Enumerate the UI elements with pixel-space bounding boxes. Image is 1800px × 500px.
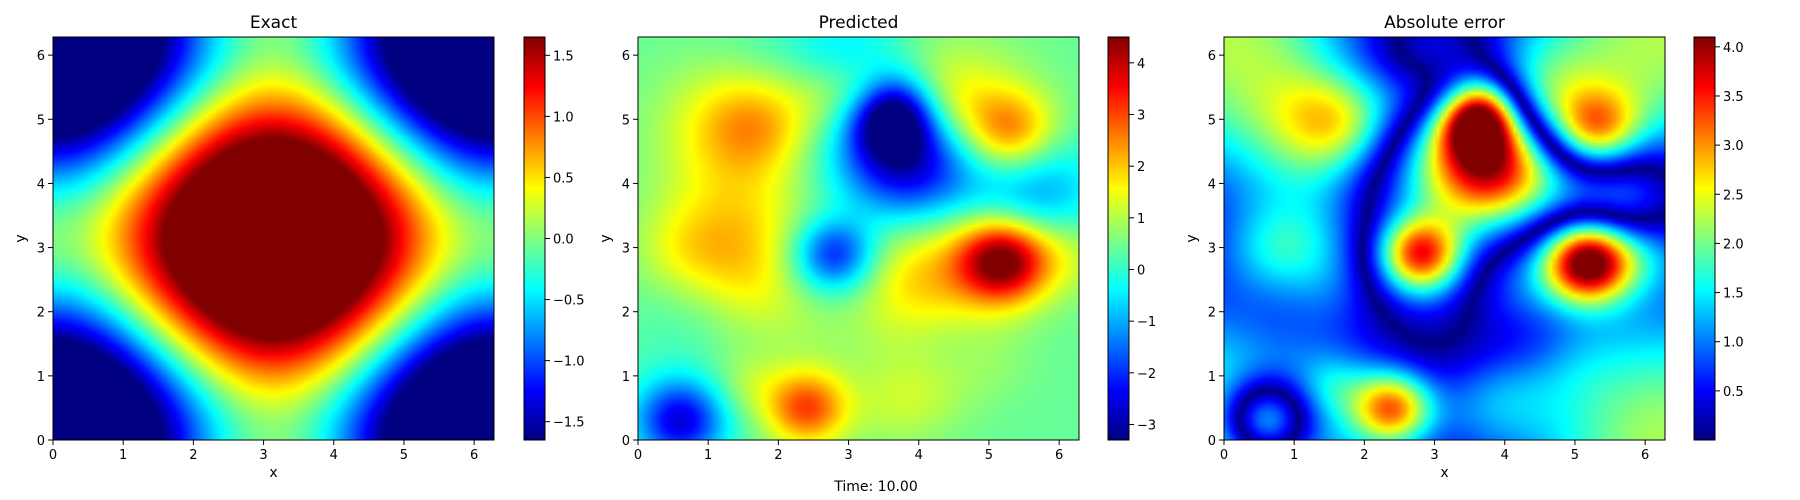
colorbar-tick-label: 2: [1137, 160, 1145, 175]
y-tick-label: 4: [622, 177, 630, 192]
colorbar-tick-label: 2.0: [1723, 237, 1744, 252]
y-tick-label: 0: [1208, 434, 1216, 449]
y-tick-label: 0: [37, 434, 45, 449]
colorbar-tick-label: 4: [1137, 57, 1145, 72]
y-tick-label: 6: [622, 49, 630, 64]
chart-title: Predicted: [819, 13, 899, 33]
y-tick-label: 3: [37, 242, 45, 257]
time-label: Time: 10.00: [833, 479, 918, 495]
colorbar-tick-label: 4.0: [1723, 41, 1744, 56]
x-tick-label: 4: [1501, 448, 1509, 463]
colorbar-tick-label: 2.5: [1723, 188, 1744, 203]
x-tick-label: 5: [985, 448, 993, 463]
y-axis-label: y: [598, 234, 614, 242]
y-tick-label: 1: [37, 370, 45, 385]
y-tick-label: 3: [1208, 242, 1216, 257]
y-tick-label: 5: [622, 113, 630, 128]
chart-title: Absolute error: [1384, 13, 1505, 33]
colorbar-tick-label: 3: [1137, 109, 1145, 124]
x-tick-label: 5: [1571, 448, 1579, 463]
colorbar-tick-label: 1: [1137, 212, 1145, 227]
y-tick-label: 6: [37, 49, 45, 64]
heatmap-image: [638, 37, 1079, 440]
colorbar-tick-label: 0.5: [1723, 385, 1744, 400]
x-tick-label: 2: [774, 448, 782, 463]
x-tick-label: 6: [470, 448, 478, 463]
y-tick-label: 4: [1208, 177, 1216, 192]
y-tick-label: 1: [622, 370, 630, 385]
colorbar-tick-label: 0.5: [553, 171, 574, 186]
y-tick-label: 2: [1208, 306, 1216, 321]
x-tick-label: 3: [844, 448, 852, 463]
x-tick-label: 0: [1220, 448, 1228, 463]
colorbar: [523, 36, 546, 441]
colorbar-tick-label: −1: [1137, 315, 1156, 330]
x-tick-label: 3: [259, 448, 267, 463]
y-axis-label: y: [1184, 234, 1200, 242]
x-tick-label: 5: [400, 448, 408, 463]
colorbar-tick-label: −3: [1137, 419, 1156, 434]
heatmap-image: [1224, 37, 1665, 440]
colorbar-tick-label: 0: [1137, 264, 1145, 279]
x-tick-label: 1: [119, 448, 127, 463]
panel-exact: Exact 0 1 2 3 4 5 6 0 1 2 3 4 5 6 x y 1.5 1.0 0.5 0.0 −0.5 −1.…: [13, 13, 585, 481]
colorbar-tick-label: 0.0: [553, 233, 574, 248]
x-axis-label: x: [269, 465, 277, 481]
y-tick-label: 1: [1208, 370, 1216, 385]
colorbar-tick-label: −1.5: [553, 416, 585, 431]
y-axis-label: y: [13, 234, 29, 242]
plot-frame: [1223, 36, 1666, 441]
y-tick-label: 4: [37, 177, 45, 192]
colorbar-tick-label: 3.0: [1723, 139, 1744, 154]
x-tick-label: 2: [1360, 448, 1368, 463]
x-tick-label: 6: [1641, 448, 1649, 463]
colorbar-tick-label: 3.5: [1723, 90, 1744, 105]
y-tick-label: 5: [37, 113, 45, 128]
colorbar-tick-label: −0.5: [553, 294, 585, 309]
x-tick-label: 1: [1290, 448, 1298, 463]
y-tick-label: 0: [622, 434, 630, 449]
colorbar-tick-label: 1.0: [553, 110, 574, 125]
x-tick-label: 2: [189, 448, 197, 463]
plot-frame: [637, 36, 1080, 441]
panel-error: Absolute error 0 1 2 3 4 5 6 0 1 2 3 4 5 6 x y 4.0 3.5 3.0 2…: [1184, 13, 1744, 481]
colorbar-tick-label: 1.0: [1723, 336, 1744, 351]
x-tick-label: 4: [330, 448, 338, 463]
y-tick-label: 2: [37, 306, 45, 321]
x-axis-label: x: [1440, 465, 1448, 481]
colorbar-tick-label: −1.0: [553, 355, 585, 370]
y-tick-label: 2: [622, 306, 630, 321]
colorbar-tick-label: −2: [1137, 367, 1156, 382]
x-tick-label: 1: [704, 448, 712, 463]
y-tick-label: 5: [1208, 113, 1216, 128]
colorbar-tick-label: 1.5: [1723, 287, 1744, 302]
x-tick-label: 0: [49, 448, 57, 463]
x-tick-label: 0: [634, 448, 642, 463]
plot-frame: [52, 36, 495, 441]
colorbar: [1107, 36, 1130, 441]
x-tick-label: 6: [1055, 448, 1063, 463]
x-tick-label: 3: [1430, 448, 1438, 463]
colorbar-tick-label: 1.5: [553, 49, 574, 64]
y-tick-label: 6: [1208, 49, 1216, 64]
colorbar: [1693, 36, 1716, 441]
panel-predicted: Predicted 0 1 2 3 4 5 6 0 1 2 3 4 5 6 y 4 3 2 1 0 −1 −2 −3: [598, 13, 1156, 463]
chart-title: Exact: [250, 13, 298, 33]
y-tick-label: 3: [622, 242, 630, 257]
heatmap-image: [53, 37, 494, 440]
x-tick-label: 4: [915, 448, 923, 463]
